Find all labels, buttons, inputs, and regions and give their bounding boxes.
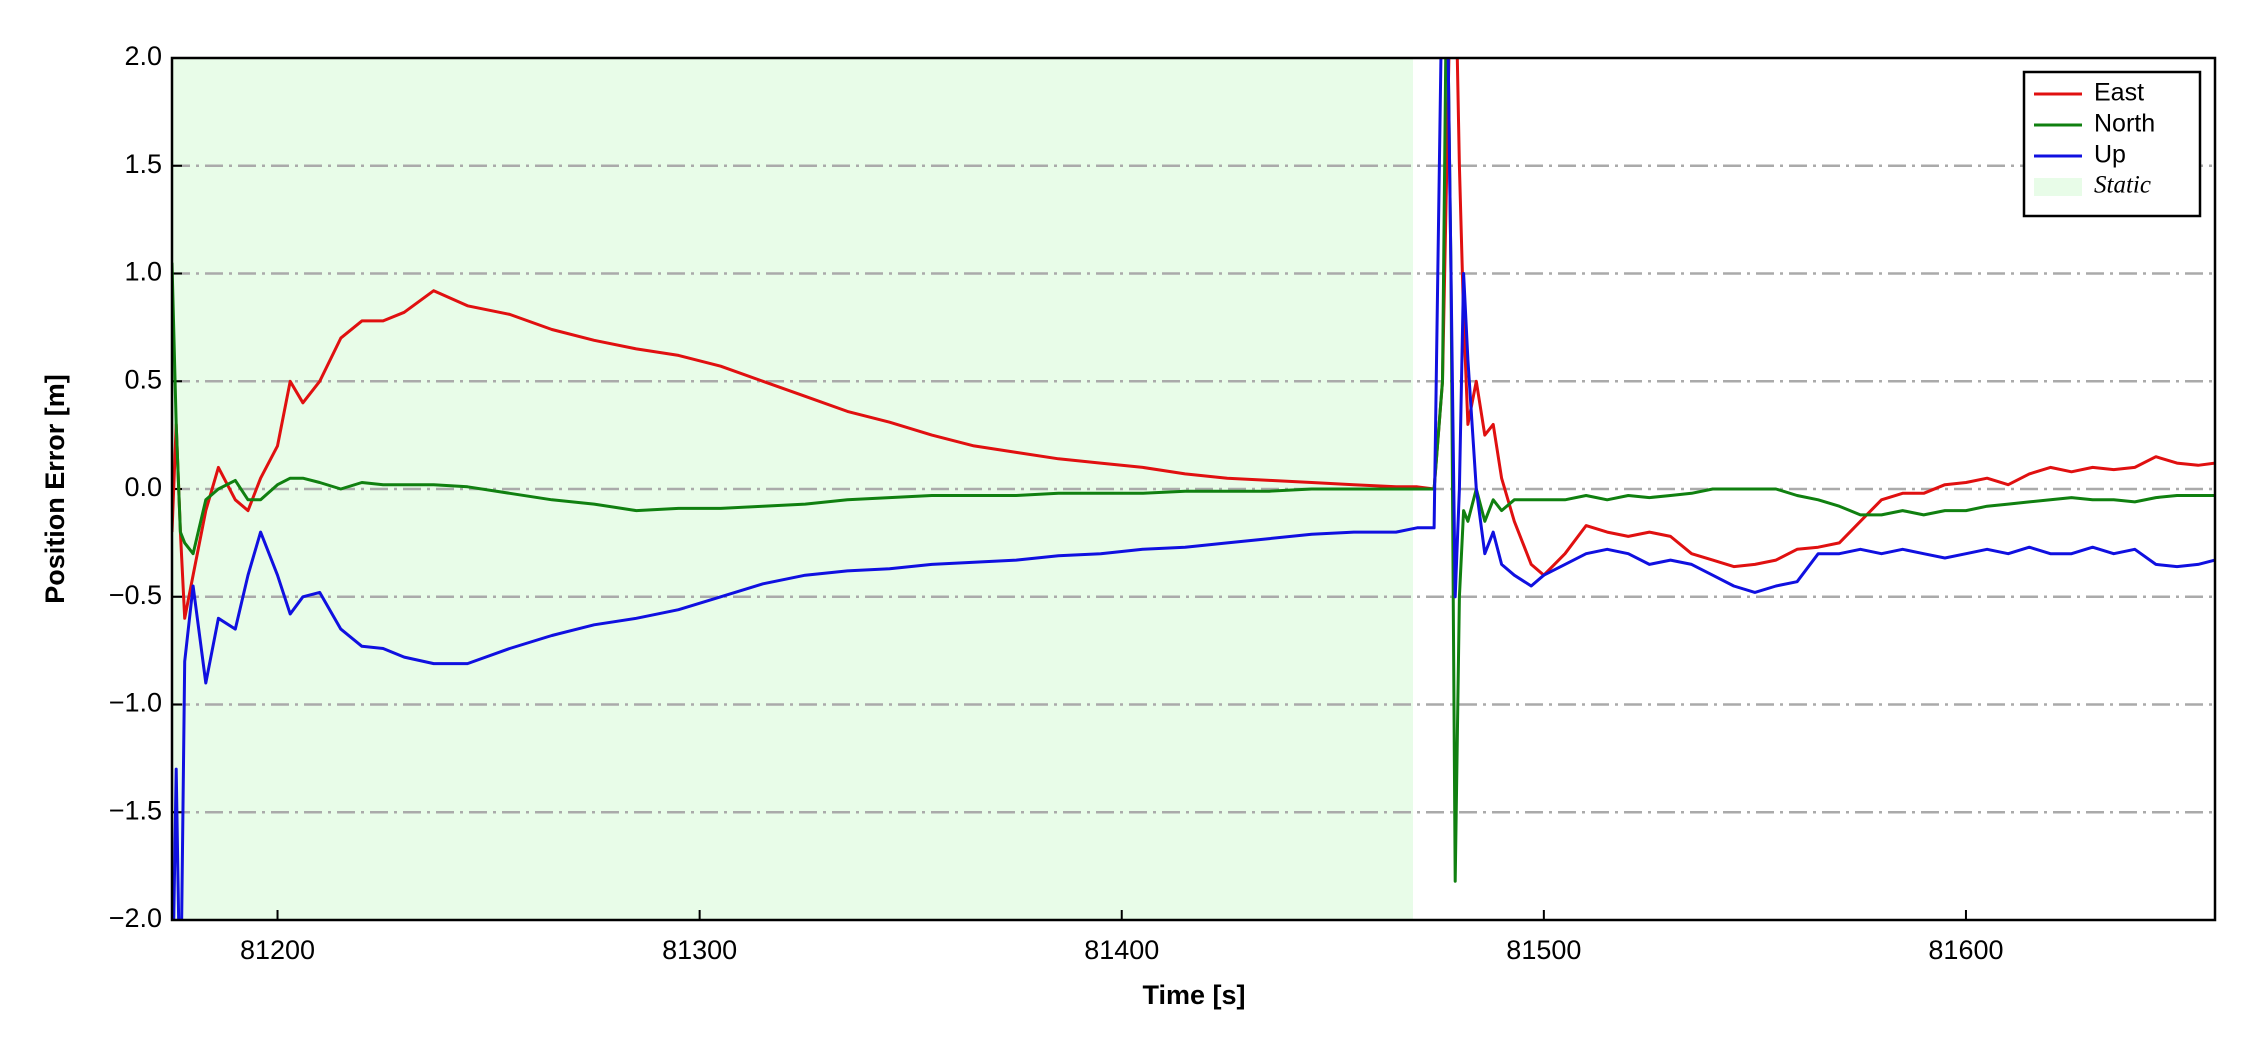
y-tick-label: −0.5 (109, 580, 162, 610)
legend-swatch (2034, 178, 2082, 196)
y-tick-label: 0.5 (124, 364, 162, 394)
series-line (172, 58, 2215, 920)
legend-label: Up (2094, 141, 2126, 169)
legend-label: East (2094, 79, 2144, 107)
y-tick-label: −2.0 (109, 903, 162, 933)
legend-label: North (2094, 110, 2155, 138)
x-tick-label: 81600 (1928, 935, 2003, 965)
x-tick-label: 81400 (1084, 935, 1159, 965)
y-tick-label: −1.0 (109, 688, 162, 718)
series-line (172, 58, 2215, 883)
legend-label: Static (2094, 172, 2151, 199)
y-tick-label: 1.5 (124, 149, 162, 179)
x-tick-label: 81500 (1506, 935, 1581, 965)
x-tick-label: 81300 (662, 935, 737, 965)
y-axis-label: Position Error [m] (40, 374, 70, 604)
y-tick-label: 1.0 (124, 257, 162, 287)
x-axis-label: Time [s] (1142, 980, 1245, 1010)
y-tick-label: 2.0 (124, 41, 162, 71)
y-tick-label: −1.5 (109, 795, 162, 825)
plot-frame (170, 56, 2217, 922)
x-tick-label: 81200 (240, 935, 315, 965)
y-tick-label: 0.0 (124, 472, 162, 502)
